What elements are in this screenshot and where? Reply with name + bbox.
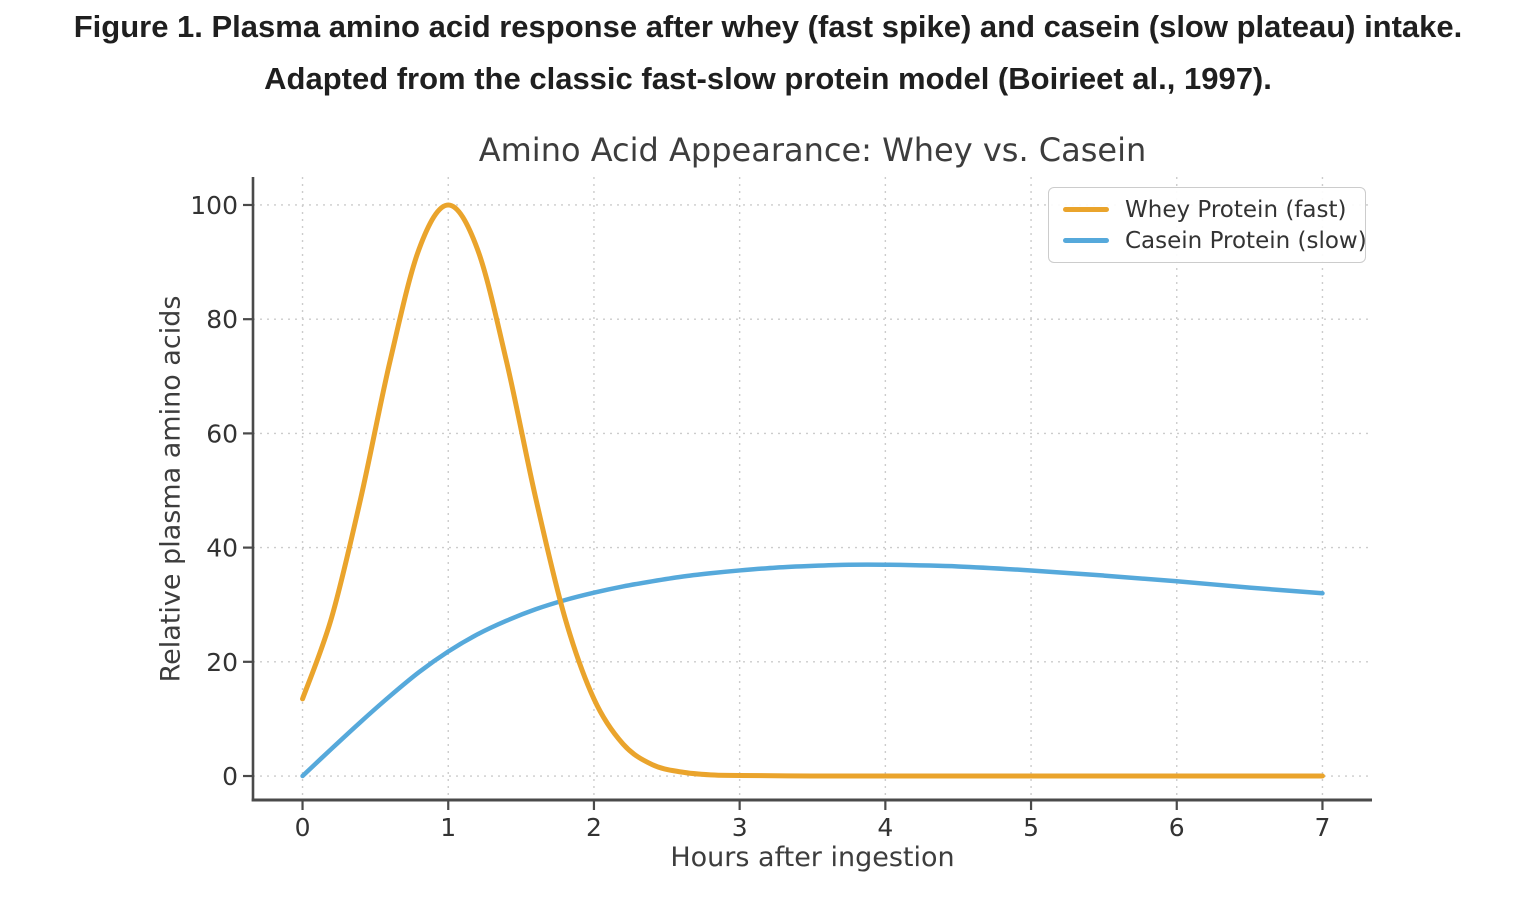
figure-caption-line1: Figure 1. Plasma amino acid response aft… — [73, 9, 1463, 44]
x-tick-label-2: 2 — [586, 813, 602, 842]
y-tick-label-0: 0 — [222, 762, 238, 791]
legend-label-casein: Casein Protein (slow) — [1125, 227, 1367, 254]
y-tick-label-40: 40 — [206, 534, 238, 563]
x-tick-label-7: 7 — [1315, 813, 1331, 842]
y-axis-label: Relative plasma amino acids — [155, 295, 187, 683]
figure-caption-line2: Adapted from the classic fast-slow prote… — [264, 61, 1272, 96]
whey-curve — [300, 202, 1325, 779]
casein-line-swatch — [1063, 238, 1109, 243]
x-tick-label-0: 0 — [295, 813, 311, 842]
y-tick-label-100: 100 — [190, 191, 238, 220]
figure-caption: Figure 1. Plasma amino acid response aft… — [0, 1, 1536, 105]
x-tick-label-4: 4 — [877, 813, 893, 842]
x-tick-label-5: 5 — [1023, 813, 1039, 842]
x-tick-label-1: 1 — [440, 813, 456, 842]
legend: Whey Protein (fast) Casein Protein (slow… — [1048, 187, 1367, 263]
y-tick-label-80: 80 — [206, 305, 238, 334]
y-tick-label-60: 60 — [206, 419, 238, 448]
legend-item-casein: Casein Protein (slow) — [1049, 225, 1367, 256]
whey-line-swatch — [1063, 207, 1109, 212]
x-axis-label: Hours after ingestion — [670, 842, 955, 873]
chart-title: Amino Acid Appearance: Whey vs. Casein — [478, 131, 1147, 169]
legend-item-whey: Whey Protein (fast) — [1049, 194, 1365, 225]
x-tick-label-3: 3 — [732, 813, 748, 842]
casein-curve — [300, 562, 1325, 779]
legend-label-whey: Whey Protein (fast) — [1125, 196, 1347, 223]
x-tick-label-6: 6 — [1169, 813, 1185, 842]
y-tick-label-20: 20 — [206, 648, 238, 677]
